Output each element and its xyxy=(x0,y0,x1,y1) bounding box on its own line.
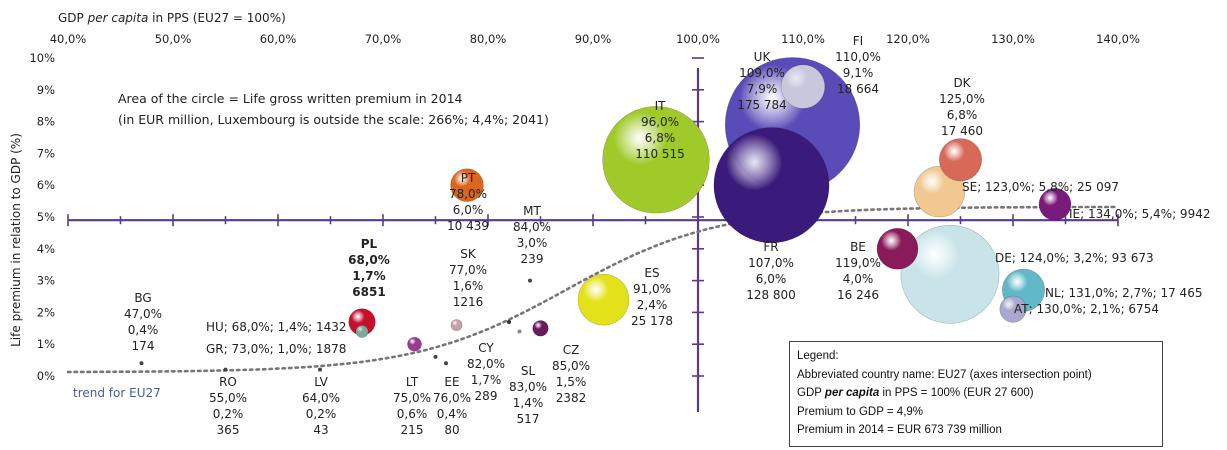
point-labels: BG 47,0% 0,4% 174 RO 55,0% 0,2% 365 LV 64,0% 0,2% 4… xyxy=(124,34,1211,437)
y-tick-label: 10% xyxy=(29,51,55,65)
y-tick-label: 1% xyxy=(37,337,55,351)
x-tick-label: 90,0% xyxy=(575,32,612,46)
legend-title: Legend: xyxy=(797,350,839,362)
label-cz: CZ 85,0% 1,5% 2382 xyxy=(552,343,590,405)
bubble-hu xyxy=(355,325,369,338)
label-it: IT 96,0% 6,8% 110 515 xyxy=(635,99,685,161)
label-cy: CY 82,0% 1,7% 289 xyxy=(467,341,505,403)
bubble-de xyxy=(900,224,1000,324)
label-nl: NL; 131,0%; 2,7%; 17 465 xyxy=(1045,286,1202,300)
label-pt: PT 78,0% 6,0% 10 439 xyxy=(447,171,489,233)
label-uk: UK 109,0% 7,9% 175 784 xyxy=(737,50,787,112)
label-de: DE; 124,0%; 3,2%; 93 673 xyxy=(995,251,1154,265)
label-se: SE; 123,0%; 5,8%; 25 097 xyxy=(962,180,1119,194)
bubble-es xyxy=(577,273,630,326)
bubble-sl xyxy=(517,329,522,334)
legend-line-abbreviation: Abbreviated country name: EU27 (axes int… xyxy=(797,368,1092,381)
label-dk: DK 125,0% 6,8% 17 460 xyxy=(939,76,985,138)
y-tick-label: 8% xyxy=(37,115,55,129)
bubble-pt xyxy=(450,168,484,202)
x-axis-ticks: 40,0% 50,0% 60,0% 70,0% 80,0% 90,0% 100,0% 110,… xyxy=(50,32,1140,46)
bubble-dk xyxy=(938,138,982,182)
x-tick-label: 100,0% xyxy=(676,32,720,46)
label-fr: FR 107,0% 6,0% 128 800 xyxy=(746,240,796,302)
bubble-be xyxy=(876,228,919,270)
label-hu: HU; 68,0%; 1,4%; 1432 xyxy=(206,320,347,334)
label-es: ES 91,0% 2,4% 25 178 xyxy=(631,266,673,328)
label-lt: LT 75,0% 0,6% 215 xyxy=(393,375,431,437)
x-tick-label: 60,0% xyxy=(260,32,297,46)
bubble-at xyxy=(999,295,1027,323)
bubble-mt xyxy=(528,278,532,283)
legend-line-premium-2014: Premium in 2014 = EUR 673 739 million xyxy=(797,424,1002,436)
label-be: BE 119,0% 4,0% 16 246 xyxy=(835,240,881,302)
x-tick-label: 120,0% xyxy=(886,32,930,46)
bubble-lt xyxy=(433,354,438,359)
bubble-it xyxy=(602,106,710,214)
bubble-lv xyxy=(318,367,322,372)
x-tick-label: 130,0% xyxy=(991,32,1035,46)
y-tick-label: 4% xyxy=(37,242,55,256)
label-gr: GR; 73,0%; 1,0%; 1878 xyxy=(206,342,346,356)
label-fi: FI 110,0% 9,1% 18 664 xyxy=(835,34,881,96)
bubble-ie xyxy=(1038,187,1072,221)
legend-box: Legend: Abbreviated country name: EU27 (… xyxy=(789,341,1163,447)
x-tick-label: 80,0% xyxy=(470,32,507,46)
x-axis-title: GDP per capita in PPS (EU27 = 100%) xyxy=(58,11,286,25)
y-tick-label: 5% xyxy=(37,210,55,224)
bubble-fi xyxy=(780,64,826,109)
y-axis-title: Life premium in relation to GDP (%) xyxy=(9,133,23,347)
annotation: Area of the circle = Life gross written … xyxy=(118,91,549,127)
bubble-bg xyxy=(139,361,144,366)
label-sk: SK 77,0% 1,6% 1216 xyxy=(449,247,487,309)
x-tick-label: 110,0% xyxy=(781,32,825,46)
bubble-fr xyxy=(713,127,830,244)
label-mt: MT 84,0% 3,0% 239 xyxy=(513,204,551,266)
y-tick-label: 2% xyxy=(37,305,55,319)
y-tick-label: 7% xyxy=(37,146,55,160)
legend-line-premium-gdp: Premium to GDP = 4,9% xyxy=(797,405,924,418)
label-pl: PL 68,0% 1,7% 6851 xyxy=(348,237,390,299)
bubble-ee xyxy=(444,361,448,366)
label-lv: LV 64,0% 0,2% 43 xyxy=(302,375,340,437)
y-tick-label: 0% xyxy=(37,369,55,383)
bubble-cy xyxy=(507,319,511,324)
annotation-line: (in EUR million, Luxembourg is outside t… xyxy=(118,112,549,127)
bubbles xyxy=(139,57,1072,372)
x-tick-label: 40,0% xyxy=(50,32,87,46)
x-tick-label: 70,0% xyxy=(365,32,402,46)
bubble-sk xyxy=(450,319,463,332)
legend-line-gdp: GDP per capita in PPS = 100% (EUR 27 600… xyxy=(797,387,1034,399)
label-bg: BG 47,0% 0,4% 174 xyxy=(124,291,162,353)
y-axis-ticks: 0% 1% 2% 3% 4% 5% 6% 7% 8% 9% 10% xyxy=(29,51,55,383)
bubble-cz xyxy=(532,320,549,337)
label-sl: SL 83,0% 1,4% 517 xyxy=(509,364,547,426)
trend-label: trend for EU27 xyxy=(73,386,161,400)
label-at: AT; 130,0%; 2,1%; 6754 xyxy=(1014,302,1159,316)
x-tick-label: 50,0% xyxy=(155,32,192,46)
x-tick-label: 140,0% xyxy=(1096,32,1140,46)
y-tick-label: 6% xyxy=(37,178,55,192)
label-ee: EE 76,0% 0,4% 80 xyxy=(433,375,471,437)
y-tick-label: 3% xyxy=(37,274,55,288)
annotation-line: Area of the circle = Life gross written … xyxy=(118,91,463,106)
label-ie: IE; 134,0%; 5,4%; 9942 xyxy=(1069,207,1210,221)
bubble-ro xyxy=(223,367,228,372)
bubble-gr xyxy=(407,336,422,352)
label-ro: RO 55,0% 0,2% 365 xyxy=(209,375,247,437)
y-tick-label: 9% xyxy=(37,83,55,97)
